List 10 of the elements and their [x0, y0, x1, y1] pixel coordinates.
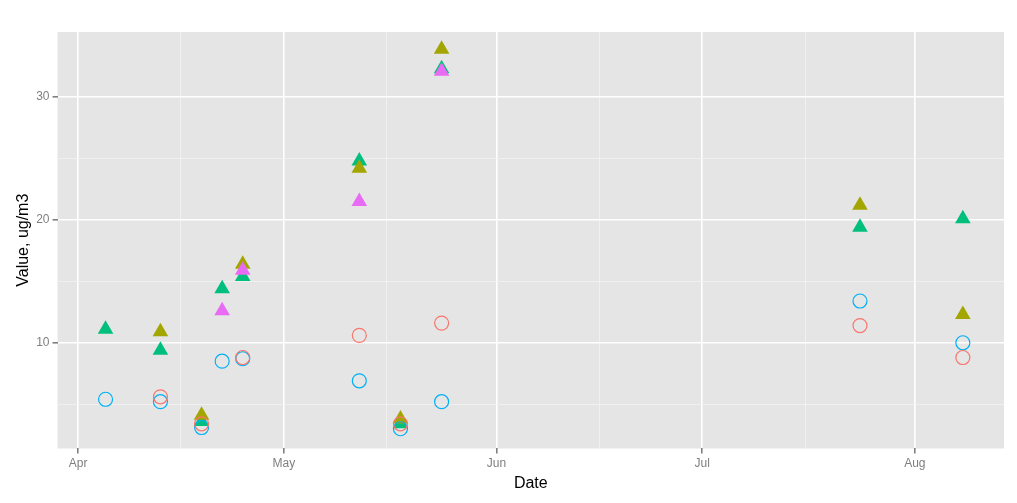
y-tick-label: 20 — [36, 212, 50, 227]
x-tick-label: May — [272, 455, 296, 470]
x-tick-label: Jun — [486, 455, 507, 470]
y-tick-label: 10 — [36, 335, 50, 350]
y-axis-title: Value, ug/m3 — [14, 193, 32, 287]
x-tick-label: Jul — [694, 455, 710, 470]
x-tick-label: Aug — [904, 455, 926, 470]
x-axis-title: Date — [513, 473, 548, 491]
y-tick-label: 30 — [36, 89, 50, 104]
x-tick-label: Apr — [68, 455, 88, 470]
